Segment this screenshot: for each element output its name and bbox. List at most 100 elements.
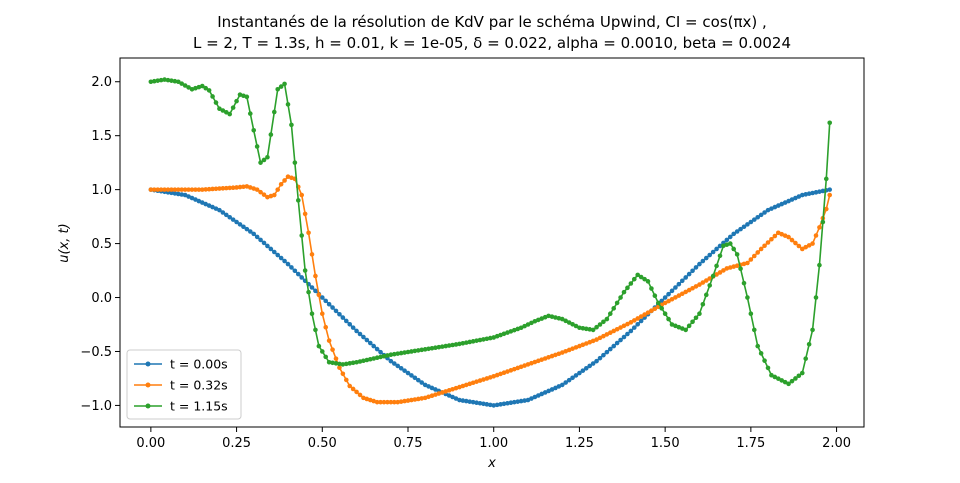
data-point [796, 373, 802, 379]
legend-label: t = 1.15s [170, 399, 228, 414]
data-point [755, 343, 761, 349]
data-point [398, 350, 404, 356]
data-point [679, 278, 685, 284]
data-point [799, 192, 805, 198]
data-point [419, 380, 425, 385]
data-point [717, 270, 723, 275]
data-point [367, 356, 373, 362]
data-point [501, 401, 507, 407]
data-point [607, 330, 613, 336]
data-point [625, 331, 630, 337]
data-point [241, 224, 246, 230]
data-point [193, 187, 198, 192]
data-point [673, 285, 678, 290]
data-point [354, 328, 359, 334]
data-point [686, 271, 692, 277]
data-point [738, 226, 743, 232]
data-point [710, 249, 716, 255]
data-point [810, 190, 815, 196]
data-point [453, 342, 459, 347]
data-point [189, 187, 195, 192]
data-point [817, 189, 822, 194]
data-point [203, 187, 209, 192]
data-point [762, 210, 767, 215]
data-point [182, 83, 188, 88]
data-point [302, 268, 308, 273]
data-point [199, 83, 205, 89]
y-axis: −1.0 −0.5 0.0 0.5 1.0 1.5 2.0 [80, 75, 120, 414]
data-point [693, 265, 699, 270]
data-point [697, 261, 702, 267]
data-point [278, 84, 284, 89]
data-point [470, 399, 476, 405]
data-point [703, 292, 709, 298]
data-point [707, 252, 713, 258]
data-point [566, 377, 572, 383]
data-point [611, 306, 617, 311]
data-point [299, 275, 305, 280]
data-point [542, 390, 548, 395]
data-point [409, 373, 414, 378]
data-point [391, 361, 397, 366]
data-point [758, 212, 764, 218]
data-point [604, 316, 610, 322]
data-point [563, 380, 569, 385]
data-point [683, 327, 689, 333]
data-point [361, 358, 366, 364]
y-tick-label: 2.0 [91, 75, 112, 90]
data-point [206, 186, 212, 192]
data-point [748, 311, 754, 317]
data-point [731, 231, 737, 237]
data-point [751, 327, 757, 333]
data-point [652, 306, 658, 312]
data-point [594, 324, 599, 330]
data-point [621, 334, 627, 340]
data-point [597, 335, 603, 341]
data-point [474, 400, 479, 406]
data-point [508, 400, 514, 406]
x-axis: 0.00 0.25 0.50 0.75 1.00 1.25 1.50 1.75 2.00 [136, 427, 851, 451]
data-point [673, 295, 678, 300]
data-point [553, 315, 558, 320]
data-point [621, 289, 627, 295]
data-point [405, 398, 411, 403]
data-point [193, 197, 198, 202]
data-point [158, 187, 164, 192]
data-point [477, 400, 483, 406]
data-point [717, 253, 723, 259]
data-point [378, 349, 383, 355]
data-point [453, 396, 459, 401]
data-point [803, 356, 809, 361]
data-point [827, 187, 833, 192]
data-point [395, 399, 401, 405]
data-point [333, 308, 339, 314]
data-point [254, 144, 260, 149]
data-point [563, 318, 569, 324]
data-point [282, 81, 287, 87]
data-point [254, 234, 260, 240]
data-point [265, 154, 270, 160]
data-point [669, 296, 675, 302]
data-point [247, 111, 253, 116]
data-point [772, 204, 778, 210]
data-point [357, 392, 363, 398]
data-point [186, 187, 191, 192]
data-point [628, 320, 634, 325]
data-point [755, 214, 761, 220]
data-point [662, 300, 668, 306]
data-point [251, 231, 257, 237]
data-point [391, 399, 397, 405]
data-point [642, 312, 647, 317]
data-point [457, 341, 462, 347]
legend-item: t = 0.32s [134, 378, 228, 393]
data-point [645, 279, 651, 284]
data-point [258, 160, 263, 165]
data-point [182, 187, 188, 192]
data-point [378, 354, 383, 360]
data-point [278, 255, 284, 261]
data-point [799, 370, 805, 376]
data-point [505, 400, 510, 406]
data-point [398, 366, 404, 371]
data-point [676, 281, 682, 287]
data-point [241, 184, 246, 190]
